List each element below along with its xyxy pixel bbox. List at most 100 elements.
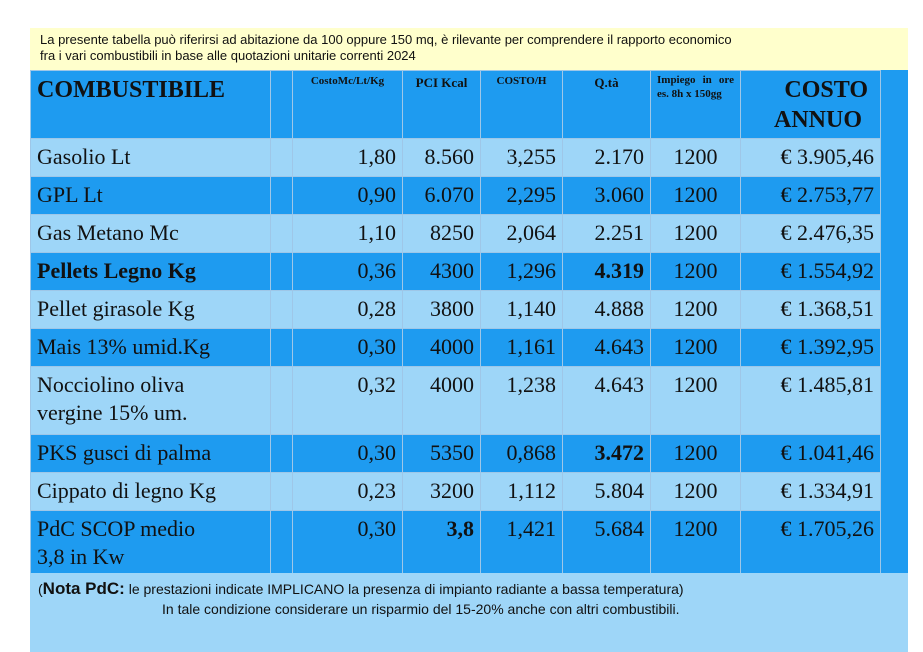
fuel-name: Cippato di legno Kg (30, 472, 271, 511)
cost-h-cell: 1,140 (480, 290, 563, 329)
table-row: Cippato di legno Kg 0,23 3200 1,112 5.80… (30, 472, 881, 511)
header-row: COMBUSTIBILE CostoMc/Lt/Kg PCI Kcal COST… (30, 70, 881, 139)
note-right-margin (880, 573, 908, 652)
spacer-cell (270, 176, 293, 215)
cost-h-cell: 1,421 (480, 510, 563, 579)
qty-cell: 2.170 (562, 138, 651, 177)
annual-cost-cell: € 1.485,81 (740, 366, 881, 435)
fuel-name-line-1: Nocciolino oliva (37, 372, 185, 397)
spacer-cell (270, 290, 293, 329)
table-row: GPL Lt 0,90 6.070 2,295 3.060 1200 € 2.7… (30, 176, 881, 215)
qty-cell: 4.888 (562, 290, 651, 329)
annual-cost-cell: € 3.905,46 (740, 138, 881, 177)
usage-cell: 1200 (650, 290, 741, 329)
table-row: Gas Metano Mc 1,10 8250 2,064 2.251 1200… (30, 214, 881, 253)
cost-unit-cell: 0,32 (292, 366, 403, 435)
note-line-1: (Nota PdC: le prestazioni indicate IMPLI… (38, 579, 880, 599)
usage-cell: 1200 (650, 328, 741, 367)
fuel-name: GPL Lt (30, 176, 271, 215)
qty-cell: 3.472 (562, 434, 651, 473)
usage-cell: 1200 (650, 472, 741, 511)
fuel-name: Gas Metano Mc (30, 214, 271, 253)
spacer-cell (270, 138, 293, 177)
cost-unit-cell: 0,30 (292, 328, 403, 367)
cost-h-cell: 2,295 (480, 176, 563, 215)
cost-unit-cell: 0,23 (292, 472, 403, 511)
cost-h-cell: 1,238 (480, 366, 563, 435)
spacer-cell (270, 472, 293, 511)
cost-unit-cell: 0,28 (292, 290, 403, 329)
annual-cost-cell: € 1.334,91 (740, 472, 881, 511)
pci-cell: 5350 (402, 434, 481, 473)
cost-unit-cell: 0,36 (292, 252, 403, 291)
fuel-name-line-1: PdC SCOP medio (37, 516, 196, 541)
intro-right-margin (880, 28, 908, 70)
note-line-2: In tale condizione considerare un rispar… (162, 601, 680, 617)
qty-cell: 3.060 (562, 176, 651, 215)
note-open-paren: ( (38, 581, 43, 597)
cost-unit-cell: 0,90 (292, 176, 403, 215)
annual-cost-cell: € 2.476,35 (740, 214, 881, 253)
pci-cell: 3,8 (402, 510, 481, 579)
usage-cell: 1200 (650, 366, 741, 435)
fuel-name: PdC SCOP medio 3,8 in Kw (30, 510, 271, 579)
cost-unit-cell: 0,30 (292, 434, 403, 473)
pci-cell: 3800 (402, 290, 481, 329)
qty-cell: 2.251 (562, 214, 651, 253)
usage-cell: 1200 (650, 434, 741, 473)
table-row: Nocciolino oliva vergine 15% um. 0,32 40… (30, 366, 881, 435)
pci-cell: 6.070 (402, 176, 481, 215)
table-row: Pellet girasole Kg 0,28 3800 1,140 4.888… (30, 290, 881, 329)
qty-cell: 4.319 (562, 252, 651, 291)
table-row: Mais 13% umid.Kg 0,30 4000 1,161 4.643 1… (30, 328, 881, 367)
header-cost-unit: CostoMc/Lt/Kg (292, 70, 403, 139)
spacer-cell (270, 366, 293, 435)
annual-cost-cell: € 1.368,51 (740, 290, 881, 329)
spacer-cell (270, 328, 293, 367)
header-annual-cost: COSTO ANNUO (740, 70, 881, 139)
cost-unit-cell: 1,80 (292, 138, 403, 177)
fuel-name: PKS gusci di palma (30, 434, 271, 473)
table-right-margin (880, 70, 908, 573)
note-lead: Nota PdC: (42, 579, 125, 598)
fuel-name-line-2: 3,8 in Kw (37, 544, 125, 569)
header-annual-line-2: ANNUO (774, 107, 862, 133)
pci-cell: 8.560 (402, 138, 481, 177)
intro-line-1: La presente tabella può riferirsi ad abi… (40, 32, 732, 47)
cost-h-cell: 1,112 (480, 472, 563, 511)
pci-cell: 3200 (402, 472, 481, 511)
pci-cell: 4000 (402, 328, 481, 367)
annual-cost-cell: € 1.041,46 (740, 434, 881, 473)
header-usage: Impiego in ore es. 8h x 150gg (650, 70, 741, 139)
fuel-name: Pellets Legno Kg (30, 252, 271, 291)
table-row: PKS gusci di palma 0,30 5350 0,868 3.472… (30, 434, 881, 473)
header-annual-line-1: COSTO (784, 77, 868, 103)
spacer-cell (270, 510, 293, 579)
fuel-name-line-2: vergine 15% um. (37, 400, 188, 425)
cost-unit-cell: 1,10 (292, 214, 403, 253)
usage-cell: 1200 (650, 214, 741, 253)
spacer-cell (270, 434, 293, 473)
qty-cell: 5.804 (562, 472, 651, 511)
fuel-name: Mais 13% umid.Kg (30, 328, 271, 367)
fuel-name: Pellet girasole Kg (30, 290, 271, 329)
qty-cell: 4.643 (562, 328, 651, 367)
spacer-cell (270, 252, 293, 291)
pci-cell: 4000 (402, 366, 481, 435)
header-cost-h: COSTO/H (480, 70, 563, 139)
usage-cell: 1200 (650, 176, 741, 215)
intro-text: La presente tabella può riferirsi ad abi… (30, 28, 880, 70)
annual-cost-cell: € 1.554,92 (740, 252, 881, 291)
header-qty: Q.tà (562, 70, 651, 139)
cost-unit-cell: 0,30 (292, 510, 403, 579)
intro-line-2: fra i vari combustibili in base alle quo… (40, 48, 416, 63)
fuel-cost-table: COMBUSTIBILE CostoMc/Lt/Kg PCI Kcal COST… (30, 70, 881, 579)
pci-cell: 4300 (402, 252, 481, 291)
note-text-1: le prestazioni indicate IMPLICANO la pre… (124, 581, 684, 597)
usage-cell: 1200 (650, 252, 741, 291)
table-row: Gasolio Lt 1,80 8.560 3,255 2.170 1200 €… (30, 138, 881, 177)
pci-cell: 8250 (402, 214, 481, 253)
usage-cell: 1200 (650, 510, 741, 579)
cost-h-cell: 0,868 (480, 434, 563, 473)
